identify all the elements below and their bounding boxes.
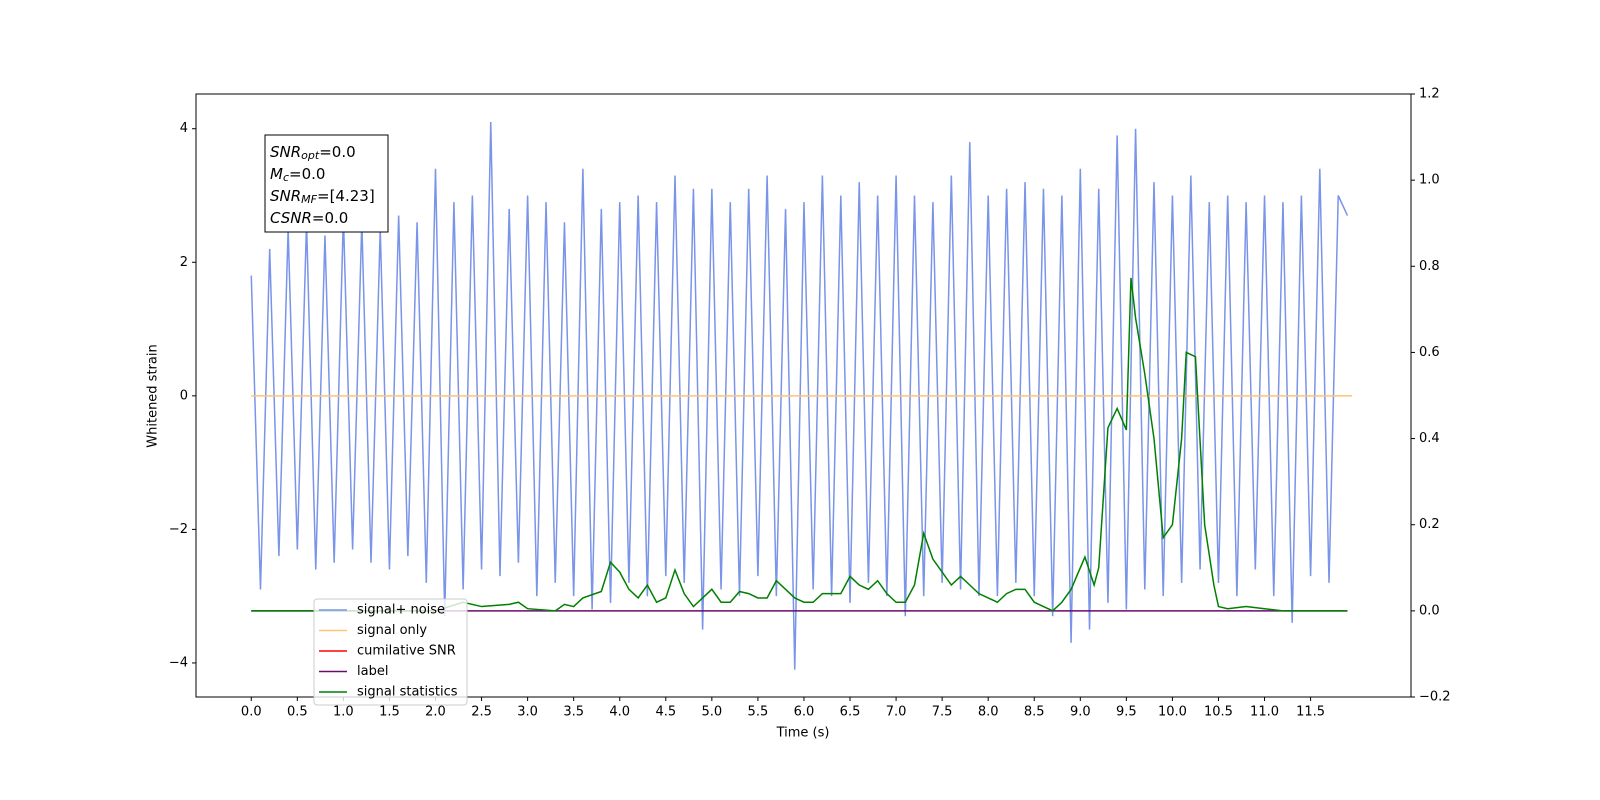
y-tick-label: −4: [169, 655, 188, 670]
y2-tick-label: 0.6: [1419, 345, 1440, 360]
y2-tick-label: −0.2: [1419, 690, 1451, 705]
x-tick-label: 10.5: [1204, 705, 1233, 720]
y2-tick-label: 0.8: [1419, 259, 1440, 274]
x-tick-label: 3.0: [517, 705, 538, 720]
annotation-box: [264, 134, 389, 233]
annotation-value: =0.0: [289, 165, 325, 183]
y-axis-label: Whitened strain: [146, 344, 161, 447]
legend-label: label: [357, 664, 388, 679]
annotation-value: =0.0: [319, 143, 355, 161]
y2-tick-label: 0.0: [1419, 603, 1440, 618]
y2-tick-label: 1.0: [1419, 173, 1440, 188]
annotation-value: =0.0: [312, 209, 348, 227]
x-tick-label: 6.5: [840, 705, 861, 720]
x-tick-label: 1.0: [333, 705, 354, 720]
x-tick-label: 9.0: [1070, 705, 1091, 720]
y-tick-label: 0: [180, 388, 188, 403]
x-tick-label: 7.0: [886, 705, 907, 720]
y-tick-label: 2: [180, 255, 188, 270]
x-tick-label: 5.0: [702, 705, 723, 720]
x-tick-label: 4.5: [655, 705, 676, 720]
legend-box: [313, 598, 468, 706]
y2-tick-label: 0.2: [1419, 517, 1440, 532]
annotation-symbol: CSNR: [270, 209, 312, 227]
x-tick-label: 7.5: [932, 705, 953, 720]
legend-label: cumilative SNR: [357, 644, 456, 659]
x-axis-label: Time (s): [776, 726, 830, 741]
x-tick-label: 11.5: [1296, 705, 1325, 720]
annotation-value: =[4.23]: [317, 187, 375, 205]
x-tick-label: 6.0: [794, 705, 815, 720]
x-tick-label: 5.5: [748, 705, 769, 720]
annotation-subscript: opt: [301, 149, 320, 162]
series-line: [251, 277, 1348, 612]
y-tick-label: 4: [180, 121, 188, 136]
annotation-line: SNRopt=0.0: [270, 143, 356, 163]
y2-tick-label: 1.2: [1419, 87, 1440, 102]
annotation-subscript: MF: [301, 193, 317, 206]
x-tick-label: 10.0: [1158, 705, 1187, 720]
x-tick-label: 4.0: [609, 705, 630, 720]
annotation-symbol: M: [270, 165, 283, 183]
annotation-subscript: c: [283, 171, 289, 184]
legend-label: signal statistics: [357, 685, 458, 700]
x-tick-label: 3.5: [563, 705, 584, 720]
annotation-line: SNRMF=[4.23]: [270, 187, 375, 207]
legend-label: signal+ noise: [357, 603, 445, 618]
annotation-symbol: SNR: [270, 187, 301, 205]
x-tick-label: 1.5: [379, 705, 400, 720]
x-tick-label: 2.5: [471, 705, 492, 720]
series-line: [250, 122, 1349, 670]
y-tick-label: −2: [169, 522, 188, 537]
x-tick-label: 9.5: [1116, 705, 1137, 720]
x-tick-label: 0.0: [241, 705, 262, 720]
x-tick-label: 11.0: [1250, 705, 1279, 720]
annotation-line: CSNR=0.0: [270, 209, 348, 227]
x-tick-label: 8.5: [1024, 705, 1045, 720]
y2-tick-label: 0.4: [1419, 431, 1440, 446]
annotation-line: Mc=0.0: [270, 165, 325, 185]
legend-label: signal only: [357, 623, 427, 638]
annotation-symbol: SNR: [270, 143, 301, 161]
x-tick-label: 0.5: [287, 705, 308, 720]
x-tick-label: 8.0: [978, 705, 999, 720]
x-tick-label: 2.0: [425, 705, 446, 720]
